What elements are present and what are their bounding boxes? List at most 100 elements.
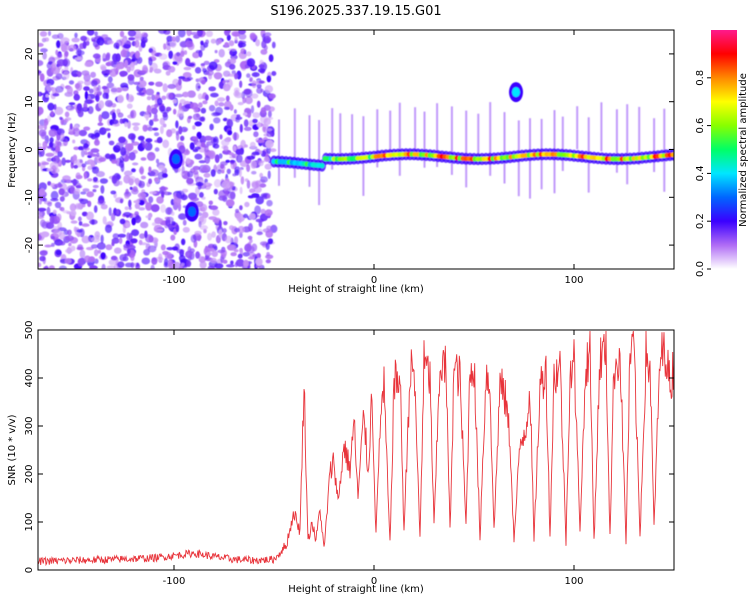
- noise-cell: [94, 249, 99, 257]
- noise-cell: [79, 249, 86, 259]
- noise-cell: [185, 250, 193, 259]
- noise-cell: [141, 32, 148, 38]
- noise-cell: [165, 70, 171, 76]
- noise-cell: [251, 170, 257, 175]
- noise-cell: [226, 168, 231, 175]
- noise-cell: [183, 50, 188, 55]
- noise-cell: [96, 152, 100, 157]
- noise-cell: [178, 213, 187, 220]
- noise-cell: [41, 161, 50, 166]
- noise-cell: [77, 109, 84, 118]
- noise-cell: [123, 243, 130, 249]
- noise-cell: [208, 61, 218, 70]
- noise-cell: [233, 249, 239, 253]
- noise-cell: [260, 49, 268, 55]
- y-tick-label: 500: [24, 320, 35, 339]
- noise-cell: [155, 95, 160, 99]
- noise-cell: [199, 192, 204, 198]
- noise-cell: [51, 242, 55, 247]
- noise-cell: [264, 85, 274, 94]
- track-streak: [450, 106, 453, 175]
- noise-cell: [267, 116, 274, 120]
- noise-cell: [224, 30, 230, 36]
- noise-cell: [97, 84, 101, 92]
- noise-cell: [122, 225, 126, 234]
- noise-cell: [68, 242, 72, 247]
- noise-cell: [96, 91, 103, 96]
- noise-cell: [162, 139, 170, 149]
- noise-cell: [119, 218, 126, 225]
- noise-cell: [54, 145, 61, 153]
- noise-cell: [204, 135, 213, 141]
- snr-line: [38, 330, 674, 567]
- noise-cell: [214, 263, 224, 269]
- noise-cell: [175, 120, 179, 129]
- noise-cell: [252, 118, 258, 124]
- noise-cell: [92, 189, 97, 193]
- noise-cell: [182, 188, 189, 193]
- noise-cell: [39, 250, 48, 256]
- noise-cell: [87, 106, 94, 115]
- noise-cell: [172, 246, 179, 251]
- noise-cell: [239, 123, 243, 133]
- noise-cell: [46, 157, 52, 162]
- noise-cell: [79, 198, 89, 205]
- noise-cell: [99, 178, 108, 184]
- noise-cell: [108, 207, 112, 217]
- noise-cell: [102, 92, 109, 99]
- noise-cell: [133, 81, 141, 85]
- track-streak: [477, 113, 480, 162]
- noise-cell: [120, 49, 127, 58]
- noise-cell: [63, 118, 69, 123]
- snr-plot-area: [38, 330, 674, 570]
- noise-cell: [192, 51, 200, 59]
- noise-cell: [38, 60, 44, 67]
- noise-cell: [75, 50, 85, 56]
- noise-cell: [90, 244, 99, 249]
- noise-cell: [71, 37, 80, 43]
- noise-cell: [205, 39, 210, 45]
- noise-cell: [158, 30, 167, 34]
- y-tick-label: 100: [24, 512, 35, 531]
- noise-cell: [248, 222, 253, 232]
- noise-cell: [214, 100, 219, 107]
- noise-cell: [162, 113, 169, 121]
- noise-cell: [256, 160, 265, 164]
- noise-cell: [185, 58, 191, 66]
- noise-cell: [266, 194, 271, 199]
- noise-cell: [187, 90, 196, 98]
- noise-cell: [55, 73, 63, 80]
- noise-cell: [160, 244, 166, 251]
- noise-cell: [207, 232, 213, 241]
- noise-cell: [115, 209, 119, 215]
- noise-cell: [151, 222, 157, 226]
- noise-cell: [158, 165, 166, 171]
- noise-cell: [137, 192, 146, 199]
- noise-cell: [138, 70, 147, 74]
- noise-cell: [166, 216, 174, 223]
- noise-cell: [106, 265, 116, 269]
- noise-cell: [226, 34, 231, 41]
- noise-cell: [55, 49, 59, 56]
- noise-cell: [67, 229, 72, 236]
- noise-cell: [103, 40, 107, 45]
- noise-cell: [175, 132, 180, 141]
- noise-cell: [97, 199, 106, 206]
- noise-cell: [208, 86, 216, 92]
- noise-cell: [38, 262, 42, 268]
- noise-cell: [46, 168, 54, 172]
- noise-cell: [222, 259, 228, 264]
- figure-title: S196.2025.337.19.15.G01: [270, 4, 441, 19]
- noise-cell: [194, 230, 202, 236]
- noise-cell: [46, 83, 52, 92]
- noise-cell: [159, 185, 166, 195]
- noise-cell: [271, 71, 277, 76]
- noise-cell: [229, 63, 236, 70]
- noise-cell: [217, 38, 222, 45]
- noise-cell: [55, 249, 62, 256]
- noise-cell: [218, 102, 225, 107]
- noise-cell: [166, 92, 174, 100]
- noise-cell: [128, 199, 132, 208]
- noise-cell: [234, 36, 238, 43]
- noise-cell: [80, 191, 87, 195]
